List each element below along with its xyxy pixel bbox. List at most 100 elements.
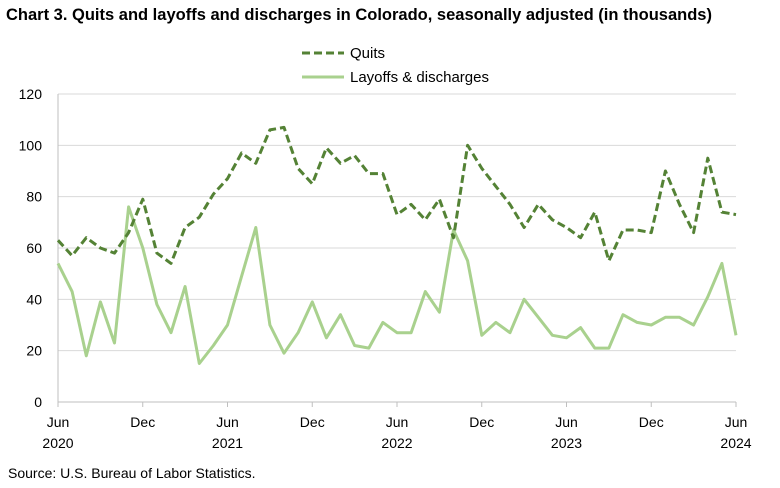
- x-tick-label-month: Jun: [47, 414, 70, 430]
- layoffs-discharges-point: [311, 301, 313, 303]
- layoffs-discharges-point: [127, 206, 129, 208]
- layoffs-discharges-point: [57, 262, 59, 264]
- quits-point: [622, 229, 624, 231]
- quits-point: [353, 154, 355, 156]
- layoffs-discharges-point: [664, 316, 666, 318]
- layoffs-discharges-point: [692, 324, 694, 326]
- quits-point: [198, 216, 200, 218]
- x-tick-label-year: 2022: [381, 435, 412, 451]
- layoffs-discharges-point: [509, 332, 511, 334]
- layoffs-discharges-point: [721, 262, 723, 264]
- quits-point: [424, 219, 426, 221]
- layoffs-discharges-point: [297, 332, 299, 334]
- layoffs-discharges-point: [481, 334, 483, 336]
- quits-point: [71, 255, 73, 257]
- x-tick-label-month: Jun: [725, 414, 748, 430]
- layoffs-discharges-point: [339, 314, 341, 316]
- quits-point: [636, 229, 638, 231]
- quits-point: [283, 126, 285, 128]
- quits-point: [537, 203, 539, 205]
- layoffs-discharges-point: [537, 316, 539, 318]
- grid-lines: [58, 93, 736, 352]
- quits-point: [565, 226, 567, 228]
- layoffs-discharges-point: [551, 334, 553, 336]
- quits-point: [212, 193, 214, 195]
- quits-point: [240, 152, 242, 154]
- quits-point: [707, 157, 709, 159]
- quits-point: [368, 172, 370, 174]
- quits-point: [523, 226, 525, 228]
- quits-point: [664, 170, 666, 172]
- layoffs-discharges-point: [71, 290, 73, 292]
- layoffs-discharges-point: [622, 314, 624, 316]
- layoffs-discharges-point: [113, 342, 115, 344]
- layoffs-discharges-point: [495, 321, 497, 323]
- quits-point: [410, 203, 412, 205]
- quits-point: [156, 252, 158, 254]
- layoffs-discharges-point: [99, 301, 101, 303]
- x-tick-label-year: 2023: [551, 435, 582, 451]
- x-tick-label-year: 2020: [42, 435, 73, 451]
- quits-point: [269, 129, 271, 131]
- layoffs-discharges-point: [142, 247, 144, 249]
- layoffs-discharges-line: [56, 205, 738, 365]
- layoffs-discharges-point: [410, 332, 412, 334]
- layoffs-discharges-point: [382, 321, 384, 323]
- layoffs-discharges-point: [594, 347, 596, 349]
- quits-point: [127, 231, 129, 233]
- series-lines: [56, 125, 738, 365]
- quits-point: [466, 144, 468, 146]
- layoffs-discharges-point: [156, 303, 158, 305]
- layoffs-discharges-point: [608, 347, 610, 349]
- x-tick-label-month: Dec: [639, 414, 664, 430]
- layoffs-discharges-point: [368, 347, 370, 349]
- layoffs-discharges-point: [170, 332, 172, 334]
- y-tick-label: 80: [26, 189, 42, 205]
- layoffs-discharges-point: [466, 260, 468, 262]
- legend: Quits Layoffs & discharges: [302, 45, 489, 86]
- layoffs-discharges-point: [523, 298, 525, 300]
- layoffs-discharges-point: [438, 311, 440, 313]
- y-tick-label: 120: [19, 86, 43, 102]
- layoffs-discharges-point: [707, 296, 709, 298]
- layoffs-discharges-point: [184, 285, 186, 287]
- quits-point: [579, 237, 581, 239]
- y-tick-label: 100: [19, 137, 43, 153]
- quits-point: [594, 211, 596, 213]
- layoffs-discharges-point: [650, 324, 652, 326]
- quits-line: [56, 125, 737, 265]
- layoffs-discharges-point: [269, 324, 271, 326]
- quits-point: [142, 198, 144, 200]
- source-note: Source: U.S. Bureau of Labor Statistics.: [8, 465, 256, 481]
- quits-point: [721, 211, 723, 213]
- x-tick-label-month: Dec: [300, 414, 325, 430]
- quits-point: [509, 203, 511, 205]
- quits-point: [692, 231, 694, 233]
- layoffs-discharges-point: [283, 352, 285, 354]
- quits-point: [495, 185, 497, 187]
- layoffs-discharges-point: [678, 316, 680, 318]
- y-tick-label: 0: [34, 394, 42, 410]
- x-tick-label-month: Dec: [469, 414, 494, 430]
- layoffs-discharges-point: [424, 290, 426, 292]
- x-tick-label-month: Jun: [216, 414, 239, 430]
- layoffs-discharges-point: [240, 275, 242, 277]
- quits-point: [481, 167, 483, 169]
- layoffs-discharges-point: [579, 326, 581, 328]
- layoffs-discharges-point: [325, 337, 327, 339]
- layoffs-discharges-point: [636, 321, 638, 323]
- quits-point: [452, 237, 454, 239]
- quits-point: [650, 231, 652, 233]
- quits-point: [170, 262, 172, 264]
- x-tick-label-month: Jun: [386, 414, 409, 430]
- quits-point: [85, 237, 87, 239]
- quits-point: [325, 147, 327, 149]
- chart-title: Chart 3. Quits and layoffs and discharge…: [6, 6, 712, 24]
- layoffs-discharges-point: [85, 355, 87, 357]
- quits-point: [184, 226, 186, 228]
- quits-point: [113, 252, 115, 254]
- quits-point: [57, 239, 59, 241]
- quits-point: [226, 178, 228, 180]
- layoffs-discharges-point: [255, 226, 257, 228]
